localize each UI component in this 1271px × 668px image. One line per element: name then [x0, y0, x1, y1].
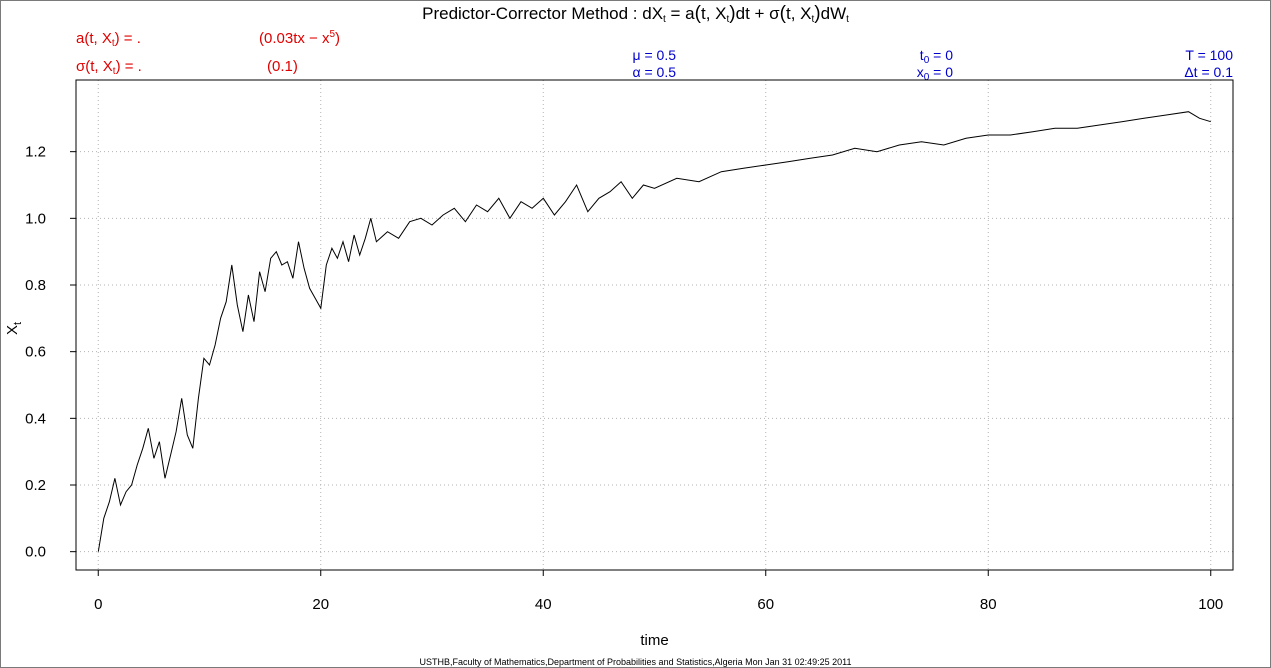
- T-parameter: T = 100: [1185, 47, 1233, 63]
- x-tick-label: 60: [757, 596, 774, 613]
- x-tick-label: 40: [535, 596, 552, 613]
- series-line: [97, 111, 1211, 552]
- chart-title: Predictor-Corrector Method : dXt = a(t, …: [422, 3, 849, 25]
- dt-parameter: Δt = 0.1: [1184, 64, 1233, 80]
- diffusion-label: σ(t, Xt) = .: [76, 58, 142, 77]
- y-tick-label: 0.6: [25, 344, 46, 361]
- drift-value: (0.03tx − x5): [259, 29, 341, 47]
- x-tick-label: 100: [1198, 596, 1223, 613]
- x-tick-label: 0: [94, 596, 102, 613]
- diffusion-value: (0.1): [267, 58, 298, 75]
- drift-label: a(t, Xt) = .: [76, 30, 141, 49]
- y-tick-label: 1.0: [25, 210, 46, 227]
- x-tick-label: 20: [312, 596, 329, 613]
- y-tick-label: 0.4: [25, 410, 46, 427]
- y-axis-label: Xt: [4, 322, 24, 335]
- y-tick-label: 1.2: [25, 144, 46, 161]
- alpha-parameter: α = 0.5: [632, 64, 676, 80]
- plot-box: [75, 79, 1234, 571]
- t0-parameter: t0 = 0: [919, 47, 953, 66]
- x-tick-label: 80: [980, 596, 997, 613]
- x-axis-label: time: [640, 632, 668, 649]
- x0-parameter: x0 = 0: [916, 64, 953, 83]
- mu-parameter: μ = 0.5: [632, 47, 676, 63]
- footer-credit: USTHB,Faculty of Mathematics,Department …: [419, 657, 852, 667]
- y-tick-label: 0.0: [25, 544, 46, 561]
- y-tick-label: 0.2: [25, 477, 46, 494]
- y-tick-label: 0.8: [25, 277, 46, 294]
